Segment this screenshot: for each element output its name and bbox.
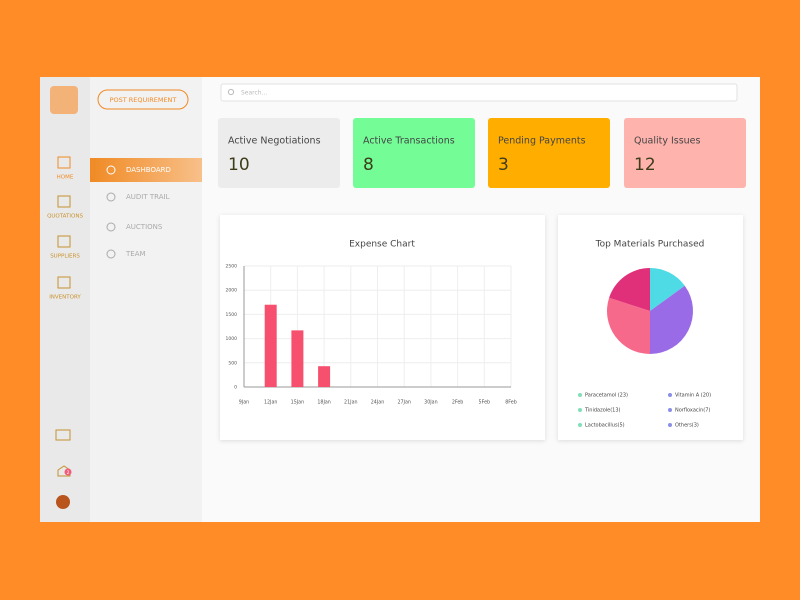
pie-slice (609, 268, 650, 311)
legend-swatch (578, 393, 582, 397)
legend-swatch (668, 393, 672, 397)
chart-title: Expense Chart (349, 240, 415, 250)
post-button[interactable] (97, 89, 189, 110)
legend-swatch (578, 423, 582, 427)
stat-label: Pending Payments (498, 136, 586, 147)
legend-label: Others(3) (675, 423, 699, 429)
chart-title: Top Materials Purchased (595, 240, 705, 250)
menu-icon[interactable] (106, 222, 116, 232)
pie-slice (650, 285, 693, 354)
legend-swatch (668, 423, 672, 427)
nav-label[interactable]: SUPPLIERS (50, 254, 80, 260)
stat-card[interactable] (218, 118, 340, 188)
menu-active (90, 158, 202, 182)
stat-label: Active Transactions (363, 136, 455, 147)
badge-count: 2 (67, 470, 70, 476)
legend-label: Norfloxacin(7) (675, 408, 710, 414)
legend-label: Paracetamol (23) (585, 393, 628, 399)
nav-icon[interactable] (57, 195, 71, 208)
stat-label: Active Negotiations (228, 136, 321, 147)
logo (50, 86, 78, 114)
x-tick-label: 5Feb (479, 400, 491, 406)
menu-item[interactable]: AUDIT TRAIL (126, 193, 170, 201)
y-tick-label: 1500 (226, 312, 238, 318)
menu-icon[interactable] (106, 192, 116, 202)
y-tick-label: 500 (228, 360, 237, 366)
x-tick-label: 30Jan (424, 400, 438, 406)
x-tick-label: 9Jan (239, 400, 249, 406)
nav-icon[interactable] (57, 156, 71, 169)
menu-icon[interactable] (106, 249, 116, 259)
bar (318, 366, 331, 387)
search-box[interactable] (220, 83, 738, 102)
legend-label: Vitamin A (20) (675, 393, 711, 399)
x-tick-label: 21Jan (344, 400, 358, 406)
stat-label: Quality Issues (634, 136, 701, 147)
nav-icon[interactable] (57, 276, 71, 289)
stat-card[interactable] (488, 118, 610, 188)
legend-swatch (668, 408, 672, 412)
x-tick-label: 18Jan (317, 400, 331, 406)
menu-item[interactable]: DASHBOARD (126, 166, 171, 174)
x-tick-label: 8Feb (505, 400, 517, 406)
legend-label: Tinidazole(13) (584, 408, 621, 414)
y-tick-label: 1000 (226, 336, 238, 342)
avatar[interactable] (56, 495, 70, 509)
x-tick-label: 12Jan (264, 400, 278, 406)
menu-panel (90, 77, 202, 522)
x-tick-label: 2Feb (452, 400, 464, 406)
menu-item[interactable]: AUCTIONS (126, 223, 163, 231)
x-tick-label: 15Jan (291, 400, 305, 406)
nav-icon[interactable] (57, 235, 71, 248)
icon-bar (40, 77, 90, 522)
legend-swatch (578, 408, 582, 412)
stat-card[interactable] (353, 118, 475, 188)
post-button-label[interactable]: POST REQUIREMENT (110, 96, 177, 104)
menu-icon[interactable] (106, 165, 116, 175)
badge (64, 468, 72, 476)
bar (291, 330, 304, 387)
pie-slice (607, 297, 650, 354)
bar (264, 304, 277, 387)
stat-card[interactable] (624, 118, 746, 188)
search-icon (227, 88, 235, 96)
y-tick-label: 2500 (226, 264, 238, 270)
menu-item[interactable]: TEAM (125, 250, 146, 258)
legend-label: Lactobacillus(5) (585, 423, 625, 429)
stat-value: 3 (498, 155, 509, 175)
x-tick-label: 27Jan (397, 400, 411, 406)
nav-label[interactable]: INVENTORY (49, 295, 81, 301)
pie-slice (650, 268, 685, 311)
help-icon[interactable] (55, 429, 71, 441)
stat-value: 8 (363, 155, 374, 175)
nav-label[interactable]: QUOTATIONS (47, 214, 83, 220)
x-tick-label: 24Jan (371, 400, 385, 406)
search-placeholder[interactable]: Search... (241, 90, 267, 97)
nav-label[interactable]: HOME (57, 175, 74, 181)
stat-value: 10 (228, 155, 250, 175)
stat-value: 12 (634, 155, 656, 175)
y-tick-label: 0 (234, 385, 237, 391)
y-tick-label: 2000 (226, 288, 238, 294)
